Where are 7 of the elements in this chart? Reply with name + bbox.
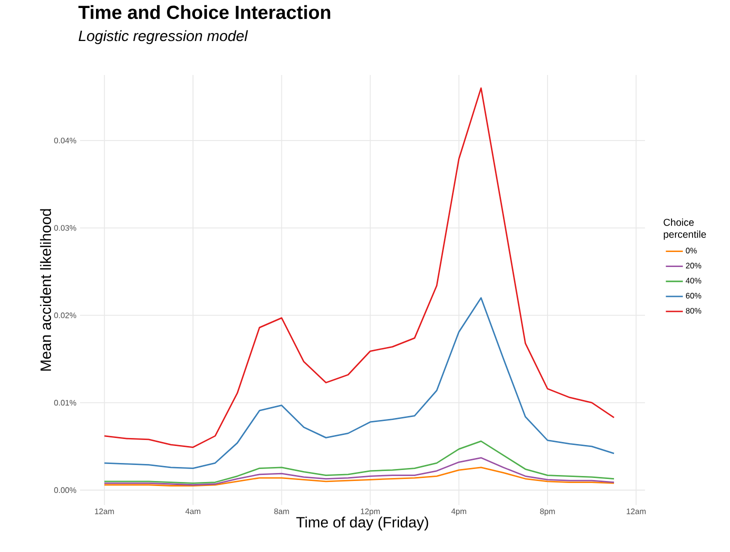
y-axis-title: Mean accident likelihood	[40, 209, 52, 371]
chart-subtitle: Logistic regression model	[78, 30, 248, 44]
chart-title: Time and Choice Interaction	[78, 5, 330, 20]
line-series	[104, 87, 615, 448]
line-series	[104, 297, 615, 469]
x-axis-title: Time of day (Friday)	[296, 516, 428, 530]
legend-title: Choice percentile	[664, 218, 706, 240]
